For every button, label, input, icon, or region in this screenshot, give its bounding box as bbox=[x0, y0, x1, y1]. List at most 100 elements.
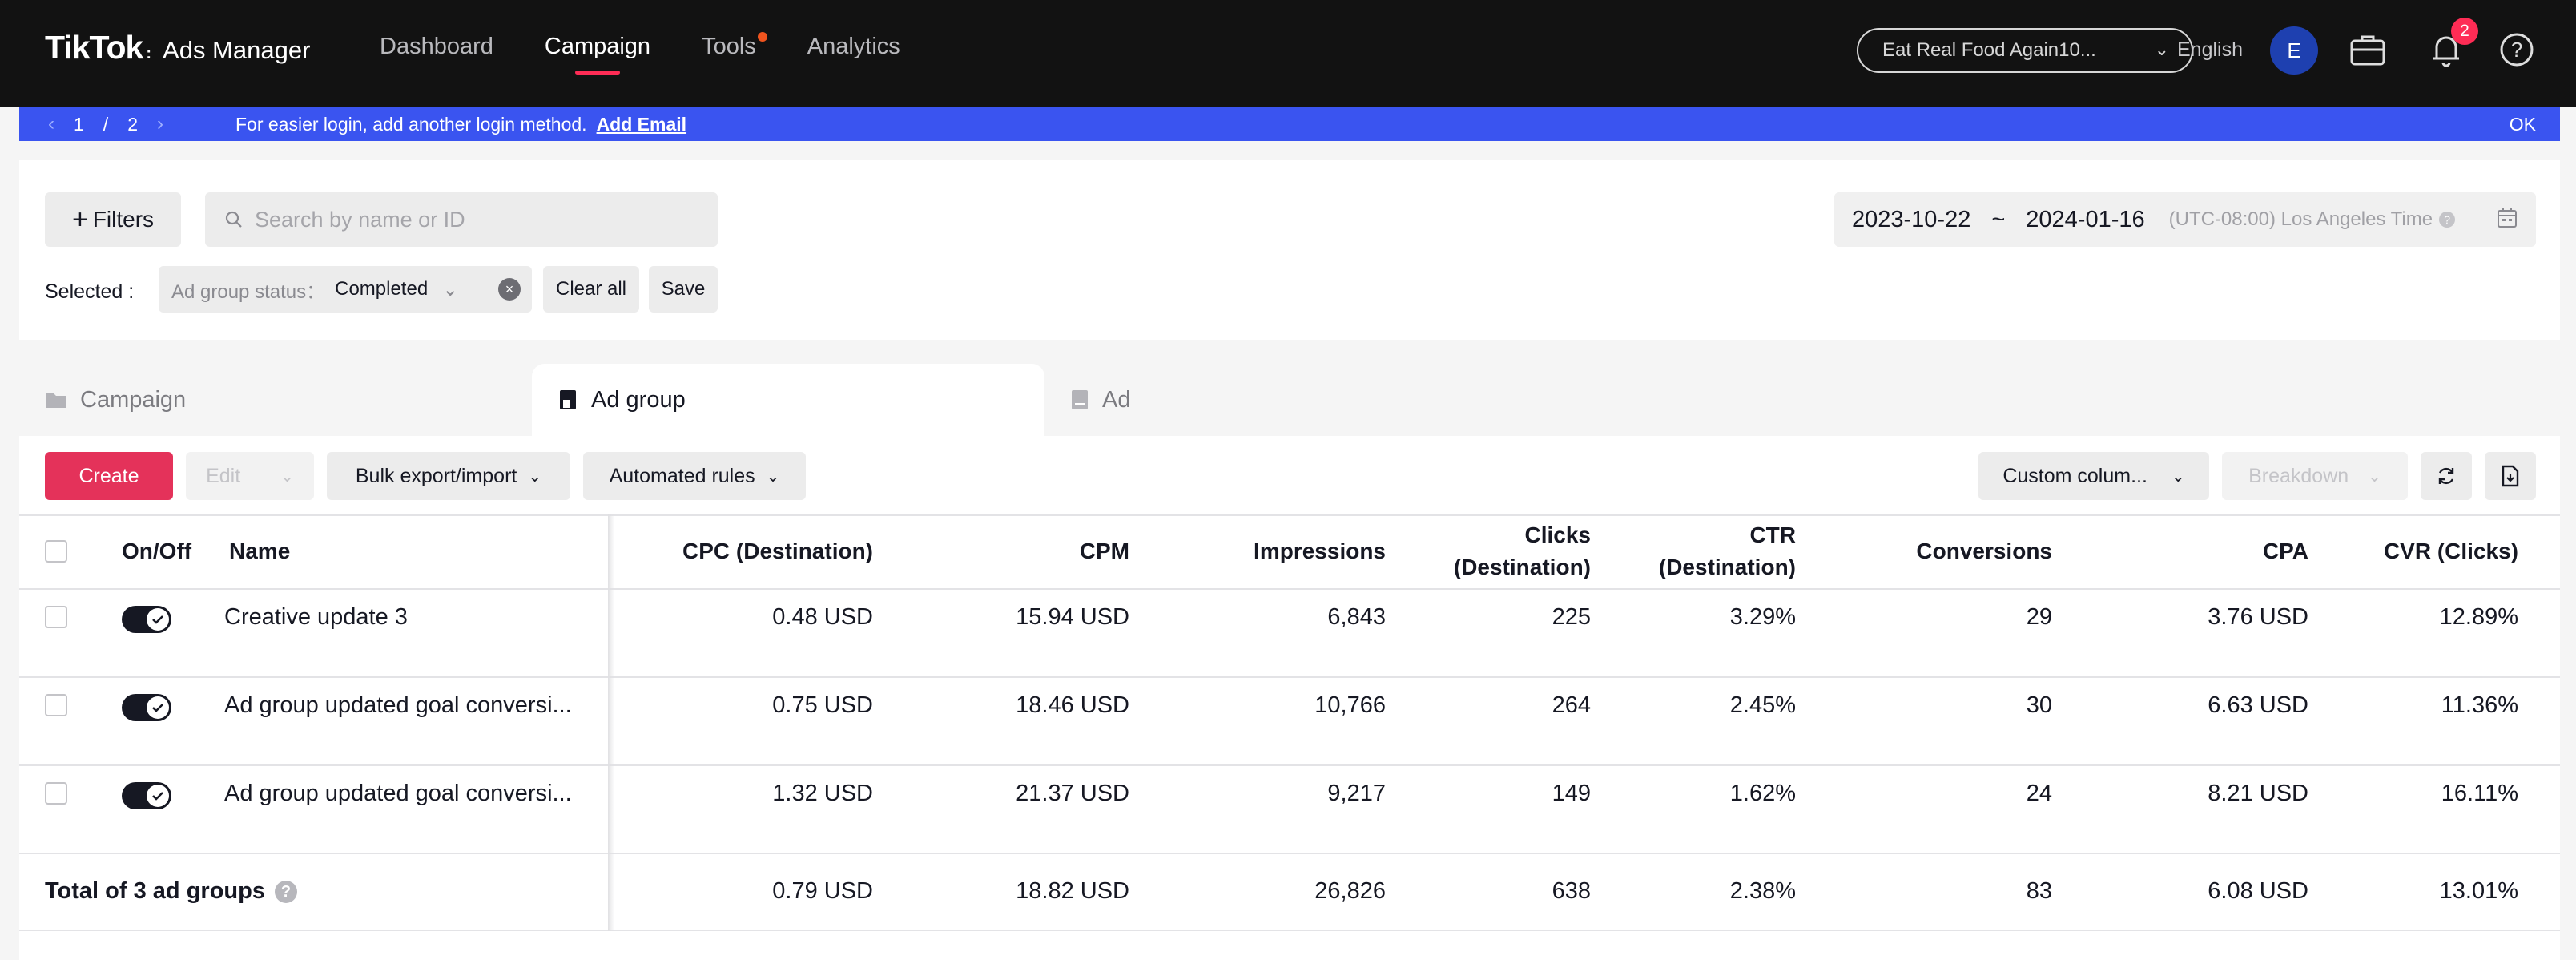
tab-ad-label: Ad bbox=[1102, 386, 1131, 413]
tiktok-ads-logo[interactable]: TikTok: Ads Manager bbox=[45, 29, 311, 66]
language-selector[interactable]: English bbox=[2177, 38, 2243, 61]
header-cpc[interactable]: CPC (Destination) bbox=[682, 538, 873, 563]
header-ctr-line2: (Destination) bbox=[1658, 555, 1796, 579]
banner-pager: ‹ 1 / 2 › bbox=[48, 113, 163, 135]
avatar[interactable]: E bbox=[2270, 26, 2318, 75]
bell-icon[interactable] bbox=[2424, 27, 2469, 72]
help-icon[interactable]: ? bbox=[2494, 27, 2539, 72]
filter-panel: + Filters Search by name or ID 2023-10-2… bbox=[19, 160, 2560, 340]
status-filter-chip[interactable]: Ad group status： Completed ⌄ × bbox=[159, 266, 532, 313]
total-cpa: 6.08 USD bbox=[2208, 878, 2308, 904]
ad-group-table-panel: Create Edit ⌄ Bulk export/import ⌄ Automat… bbox=[19, 436, 2560, 960]
header-ctr-line1: CTR bbox=[1749, 522, 1796, 547]
notification-badge: 2 bbox=[2451, 18, 2478, 45]
total-cpc: 0.79 USD bbox=[772, 878, 873, 904]
filters-button[interactable]: + Filters bbox=[45, 192, 181, 247]
total-label-text: Total of 3 ad groups bbox=[45, 878, 265, 904]
bulk-export-import-button[interactable]: Bulk export/import ⌄ bbox=[327, 452, 570, 500]
on-off-toggle[interactable] bbox=[122, 606, 171, 633]
chip-key: Ad group status： bbox=[171, 280, 326, 303]
briefcase-icon[interactable] bbox=[2345, 27, 2390, 72]
check-icon bbox=[147, 785, 169, 807]
rules-label: Automated rules bbox=[609, 464, 755, 487]
export-file-icon[interactable] bbox=[2485, 452, 2536, 500]
chevron-left-icon[interactable]: ‹ bbox=[48, 113, 54, 135]
add-email-link[interactable]: Add Email bbox=[596, 114, 687, 135]
header-cpm[interactable]: CPM bbox=[1079, 538, 1129, 563]
row-cpa: 3.76 USD bbox=[2208, 604, 2308, 630]
save-filter-button[interactable]: Save bbox=[649, 266, 718, 313]
search-icon bbox=[225, 211, 242, 228]
select-all-checkbox[interactable] bbox=[45, 540, 67, 563]
ad-icon bbox=[1072, 390, 1088, 409]
header-cvr[interactable]: CVR (Clicks) bbox=[2383, 538, 2518, 563]
table-header: On/Off Name CPC (Destination) CPM Impres… bbox=[19, 514, 2560, 590]
header-ctr[interactable]: CTR (Destination) bbox=[1605, 519, 1796, 583]
breakdown-button[interactable]: Breakdown ⌄ bbox=[2222, 452, 2408, 500]
nav-campaign[interactable]: Campaign bbox=[544, 34, 651, 75]
custom-columns-label: Custom colum... bbox=[2002, 464, 2147, 487]
chevron-down-icon: ⌄ bbox=[528, 467, 542, 486]
pager-current: 1 bbox=[74, 113, 84, 135]
chevron-down-icon: ⌄ bbox=[2368, 467, 2381, 486]
chevron-right-icon[interactable]: › bbox=[156, 113, 163, 135]
row-cpa: 6.63 USD bbox=[2208, 692, 2308, 718]
chevron-down-icon: ⌄ bbox=[280, 467, 294, 486]
row-checkbox[interactable] bbox=[45, 782, 67, 805]
automated-rules-button[interactable]: Automated rules ⌄ bbox=[583, 452, 806, 500]
total-clicks: 638 bbox=[1552, 878, 1591, 904]
account-name: Eat Real Food Again10... bbox=[1882, 39, 2096, 61]
row-cvr: 16.11% bbox=[2441, 781, 2518, 806]
nav-tools[interactable]: Tools bbox=[702, 32, 767, 60]
date-start: 2023-10-22 bbox=[1852, 206, 1971, 232]
row-cpm: 18.46 USD bbox=[1016, 692, 1129, 718]
banner-message: For easier login, add another login meth… bbox=[235, 114, 686, 135]
header-conversions[interactable]: Conversions bbox=[1916, 538, 2052, 563]
tab-campaign[interactable]: Campaign bbox=[45, 364, 525, 436]
table-row[interactable]: Ad group updated goal conversi... 1.32 U… bbox=[19, 766, 2560, 854]
custom-columns-button[interactable]: Custom colum... ⌄ bbox=[1978, 452, 2209, 500]
row-cvr: 11.36% bbox=[2441, 692, 2518, 718]
tab-ad-group-label: Ad group bbox=[591, 386, 686, 413]
row-cpc: 1.32 USD bbox=[772, 781, 873, 806]
total-ctr: 2.38% bbox=[1729, 878, 1796, 904]
row-checkbox[interactable] bbox=[45, 694, 67, 716]
svg-text:?: ? bbox=[2511, 38, 2522, 62]
row-name[interactable]: Creative update 3 bbox=[224, 604, 408, 630]
edit-button[interactable]: Edit ⌄ bbox=[186, 452, 314, 500]
header-cpa[interactable]: CPA bbox=[2262, 538, 2308, 563]
clear-all-button[interactable]: Clear all bbox=[543, 266, 639, 313]
row-name[interactable]: Ad group updated goal conversi... bbox=[224, 781, 572, 806]
row-conversions: 30 bbox=[2026, 692, 2052, 718]
table-row[interactable]: Creative update 3 0.48 USD 15.94 USD 6,8… bbox=[19, 590, 2560, 678]
nav-analytics[interactable]: Analytics bbox=[807, 34, 900, 59]
table-row[interactable]: Ad group updated goal conversi... 0.75 U… bbox=[19, 678, 2560, 766]
on-off-toggle[interactable] bbox=[122, 694, 171, 721]
refresh-icon[interactable] bbox=[2421, 452, 2472, 500]
tab-ad-group[interactable]: Ad group bbox=[532, 364, 1044, 436]
nav-dashboard[interactable]: Dashboard bbox=[380, 34, 493, 59]
account-selector[interactable]: Eat Real Food Again10... ⌄ bbox=[1857, 28, 2193, 73]
header-name[interactable]: Name bbox=[229, 538, 291, 563]
header-impressions[interactable]: Impressions bbox=[1254, 538, 1386, 563]
row-name[interactable]: Ad group updated goal conversi... bbox=[224, 692, 572, 718]
banner-ok-button[interactable]: OK bbox=[2509, 114, 2536, 135]
pager-separator: / bbox=[103, 113, 109, 135]
header-clicks[interactable]: Clicks (Destination) bbox=[1397, 519, 1591, 583]
help-icon[interactable]: ? bbox=[274, 881, 297, 904]
create-button[interactable]: Create bbox=[45, 452, 173, 500]
chevron-down-icon: ⌄ bbox=[442, 278, 459, 301]
date-range-picker[interactable]: 2023-10-22 ~ 2024-01-16 (UTC-08:00) Los … bbox=[1834, 192, 2536, 247]
bulk-label: Bulk export/import bbox=[355, 464, 517, 487]
check-icon bbox=[147, 608, 169, 631]
row-checkbox[interactable] bbox=[45, 606, 67, 628]
header-on-off[interactable]: On/Off bbox=[122, 538, 192, 563]
tab-ad[interactable]: Ad bbox=[1070, 364, 1551, 436]
search-input[interactable]: Search by name or ID bbox=[205, 192, 718, 247]
on-off-toggle[interactable] bbox=[122, 782, 171, 809]
close-icon[interactable]: × bbox=[498, 278, 521, 301]
row-impressions: 9,217 bbox=[1327, 781, 1386, 806]
folder-icon bbox=[46, 393, 66, 408]
top-navigation-bar: TikTok: Ads Manager Dashboard Campaign T… bbox=[0, 0, 2576, 107]
total-conversions: 83 bbox=[2026, 878, 2052, 904]
